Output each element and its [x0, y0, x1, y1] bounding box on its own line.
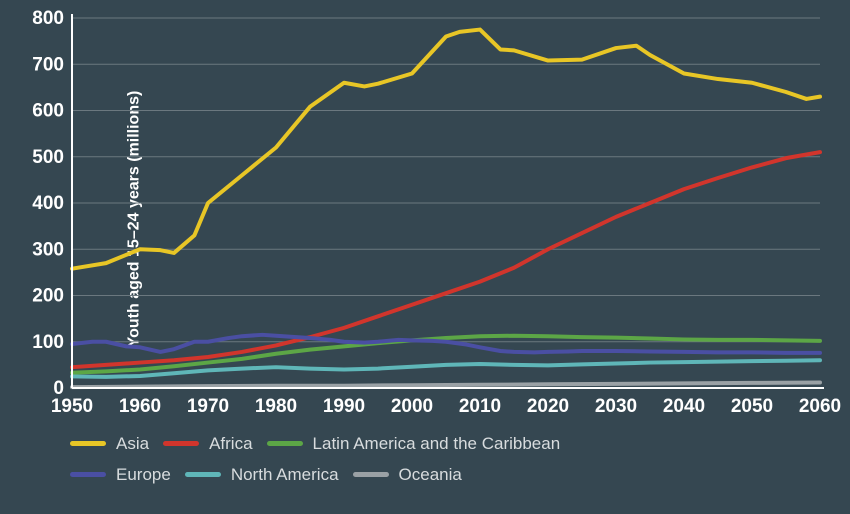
svg-text:2050: 2050 — [731, 396, 773, 417]
legend-item-africa: Africa — [163, 435, 252, 452]
svg-text:700: 700 — [32, 54, 64, 75]
legend-item-europe: Europe — [70, 466, 171, 483]
svg-text:2040: 2040 — [663, 396, 705, 417]
svg-text:2010: 2010 — [459, 396, 501, 417]
svg-text:2000: 2000 — [391, 396, 433, 417]
svg-text:300: 300 — [32, 239, 64, 260]
legend-label: Europe — [116, 466, 171, 483]
legend-label: Asia — [116, 435, 149, 452]
legend-label: Oceania — [399, 466, 462, 483]
legend-item-asia: Asia — [70, 435, 149, 452]
legend-swatch-oceania — [353, 472, 389, 477]
svg-text:600: 600 — [32, 101, 64, 122]
legend-swatch-lac — [267, 441, 303, 446]
svg-text:100: 100 — [32, 332, 64, 353]
svg-text:2020: 2020 — [527, 396, 569, 417]
legend-swatch-europe — [70, 472, 106, 477]
svg-text:1950: 1950 — [51, 396, 93, 417]
legend-label: Africa — [209, 435, 252, 452]
legend-row: Europe North America Oceania — [70, 466, 560, 483]
legend-label: Latin America and the Caribbean — [313, 435, 561, 452]
legend-row: Asia Africa Latin America and the Caribb… — [70, 435, 560, 452]
svg-text:1970: 1970 — [187, 396, 229, 417]
svg-text:1960: 1960 — [119, 396, 161, 417]
svg-text:400: 400 — [32, 193, 64, 214]
svg-text:800: 800 — [32, 8, 64, 29]
svg-text:1980: 1980 — [255, 396, 297, 417]
legend-item-oceania: Oceania — [353, 466, 462, 483]
legend-item-na: North America — [185, 466, 339, 483]
legend-swatch-africa — [163, 441, 199, 446]
svg-text:200: 200 — [32, 286, 64, 307]
legend-item-lac: Latin America and the Caribbean — [267, 435, 561, 452]
legend-swatch-asia — [70, 441, 106, 446]
legend-label: North America — [231, 466, 339, 483]
svg-text:500: 500 — [32, 147, 64, 168]
chart-legend: Asia Africa Latin America and the Caribb… — [70, 435, 560, 497]
svg-text:2060: 2060 — [799, 396, 841, 417]
svg-text:1990: 1990 — [323, 396, 365, 417]
legend-swatch-na — [185, 472, 221, 477]
svg-text:2030: 2030 — [595, 396, 637, 417]
